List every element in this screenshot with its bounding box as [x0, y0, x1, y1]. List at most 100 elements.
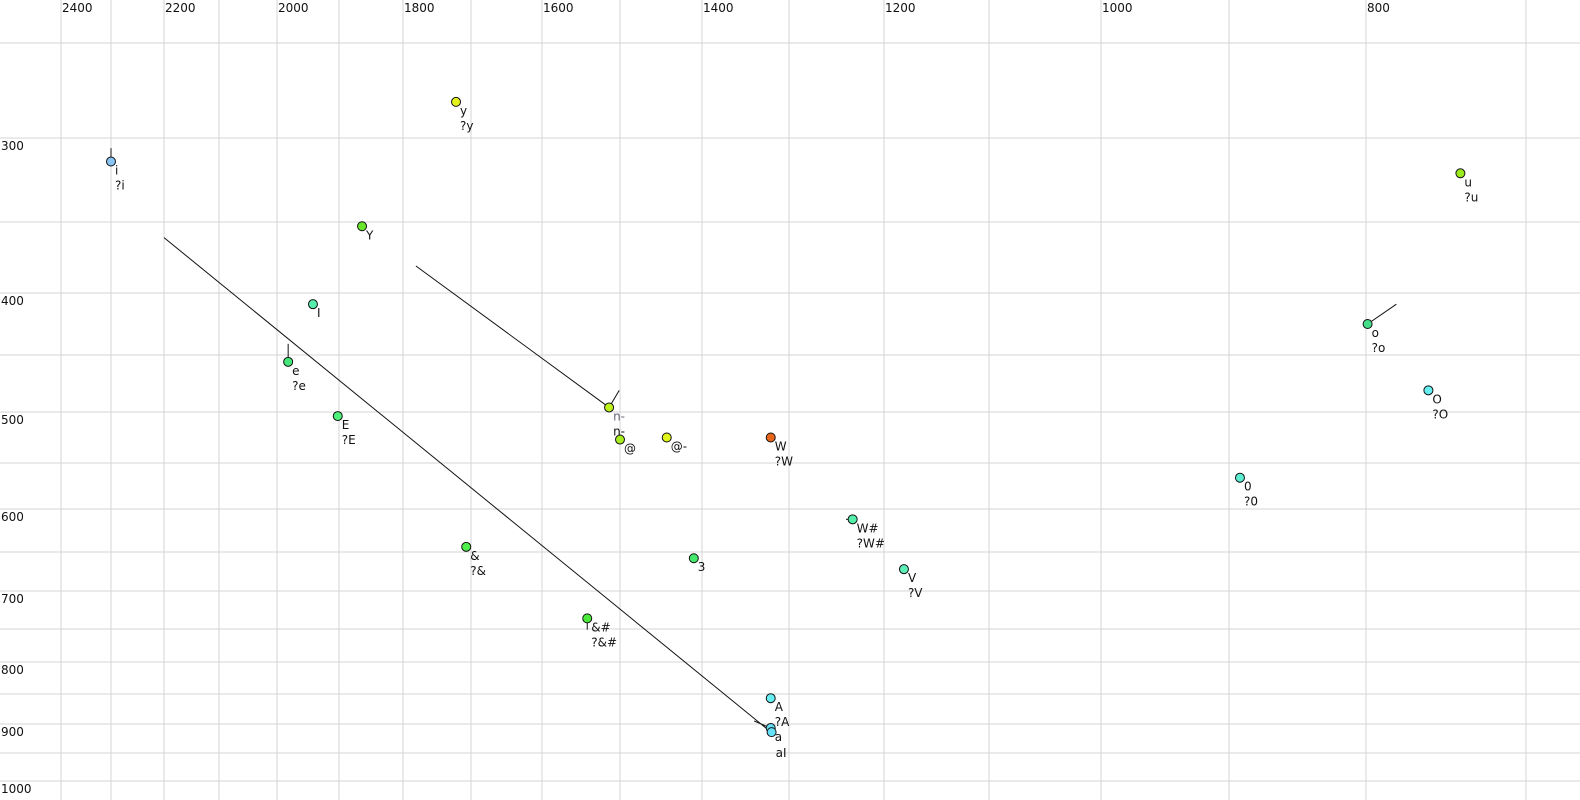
point-label-secondary: ?W [775, 455, 793, 469]
vowel-point: aI [766, 727, 787, 760]
y-tick-label: 1000 [1, 782, 32, 796]
point-label: &# [591, 620, 610, 634]
vowel-point: W#?W# [846, 514, 885, 550]
vowel-point: e?e [283, 343, 306, 393]
vowel-point: Y [357, 221, 374, 242]
x-tick-label: 1000 [1102, 1, 1133, 15]
x-tick-label: 800 [1367, 1, 1390, 15]
y-tick-label: 600 [1, 510, 24, 524]
point-label: W# [857, 521, 879, 535]
x-tick-label: 1800 [404, 1, 435, 15]
x-tick-label: 2400 [62, 1, 93, 15]
point-label-secondary: ?O [1432, 407, 1448, 421]
point-marker [1234, 472, 1245, 483]
point-marker [307, 299, 318, 310]
point-label: O [1432, 392, 1441, 406]
vowel-point: W?W [765, 432, 793, 469]
y-tick-label: 500 [1, 413, 24, 427]
point-marker [1423, 385, 1434, 396]
point-marker [898, 564, 909, 575]
point-label-secondary: ?&# [591, 635, 617, 649]
point-marker [357, 221, 368, 232]
vowel-point: O?O [1423, 385, 1448, 421]
y-tick-label: 400 [1, 294, 24, 308]
vowel-point: 3 [688, 553, 706, 574]
point-marker [461, 541, 472, 552]
trajectory-lines [163, 237, 769, 731]
x-axis-ticks: 2400 2200 2000 1800 1600 1400 1200 1000 800 [62, 1, 1390, 15]
trajectory-line [163, 237, 769, 731]
y-tick-label: 800 [1, 663, 24, 677]
point-marker [451, 96, 462, 107]
point-tail [1367, 303, 1397, 325]
vowel-point: &?& [461, 541, 486, 578]
point-label: a [775, 730, 782, 744]
point-marker [1362, 319, 1373, 329]
y-axis-ticks: 300 400 500 600 700 800 900 1000 [1, 139, 32, 796]
vowel-point: n-n- [604, 390, 625, 438]
vowel-point: u?u [1455, 168, 1478, 204]
point-label: u [1464, 175, 1472, 189]
point-marker [1455, 168, 1466, 179]
point-label: i [115, 164, 118, 178]
point-marker [661, 432, 672, 443]
point-label: @- [671, 440, 687, 454]
point-label-secondary: ?i [115, 179, 125, 193]
vowel-point: &#?&# [582, 613, 617, 649]
point-marker [582, 613, 593, 624]
point-label-secondary: ?e [292, 379, 306, 393]
point-label-secondary: ?& [470, 564, 486, 578]
point-label-secondary: ?y [460, 119, 473, 133]
point-label-secondary: ?0 [1244, 495, 1258, 509]
point-label: A [775, 700, 784, 714]
vowel-point: o?o [1362, 303, 1397, 355]
vowel-point: V?V [898, 564, 923, 600]
point-marker [283, 356, 294, 367]
point-label: I [317, 306, 321, 320]
point-label: y [460, 104, 467, 118]
trajectory-line [415, 265, 610, 408]
x-tick-label: 2200 [165, 1, 196, 15]
point-label: o [1372, 326, 1379, 340]
x-tick-label: 2000 [278, 1, 309, 15]
point-label-secondary: n- [613, 424, 625, 438]
y-tick-label: 900 [1, 725, 24, 739]
vowel-point: 0?0 [1234, 472, 1258, 509]
point-label: @ [624, 442, 636, 456]
vowel-point: E?E [332, 411, 356, 447]
point-label: W [775, 440, 787, 454]
point-marker [847, 514, 858, 525]
vowel-point: @ [615, 434, 636, 456]
vowel-point: i?i [106, 148, 125, 193]
point-label: e [292, 364, 299, 378]
y-tick-label: 300 [1, 139, 24, 153]
vowel-point: y?y [451, 96, 474, 133]
point-label: & [470, 549, 479, 563]
point-label: Y [365, 228, 374, 242]
point-label: 3 [698, 560, 706, 574]
y-tick-label: 700 [1, 592, 24, 606]
point-label: E [342, 418, 350, 432]
vowel-point: @- [661, 432, 687, 454]
point-label: 0 [1244, 480, 1252, 494]
point-marker [765, 432, 776, 443]
point-label-secondary: ?u [1464, 190, 1478, 204]
x-tick-label: 1600 [543, 1, 574, 15]
point-label-secondary: ?o [1372, 341, 1386, 355]
point-marker [604, 402, 615, 413]
point-label-secondary: ?W# [857, 536, 885, 550]
point-label-secondary: ?V [908, 586, 923, 600]
point-label-secondary: ?A [775, 715, 790, 729]
vowel-point: I [307, 299, 321, 320]
point-marker [688, 553, 699, 564]
point-marker [765, 693, 776, 704]
x-tick-label: 1200 [885, 1, 916, 15]
point-marker [332, 411, 343, 422]
point-marker [615, 434, 625, 445]
point-marker [106, 156, 116, 167]
point-label: n- [613, 409, 625, 423]
x-tick-label: 1400 [703, 1, 734, 15]
